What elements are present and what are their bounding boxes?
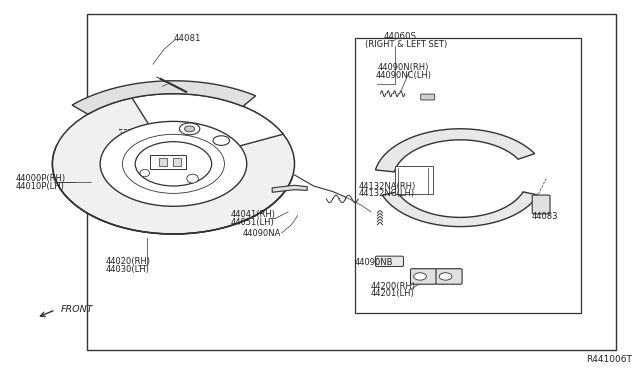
Circle shape bbox=[184, 126, 195, 132]
Circle shape bbox=[135, 142, 212, 186]
Polygon shape bbox=[72, 81, 255, 114]
Bar bbox=[88, 14, 616, 350]
Text: 44090N(RH): 44090N(RH) bbox=[378, 63, 429, 72]
Circle shape bbox=[439, 273, 452, 280]
Bar bbox=[159, 158, 167, 166]
FancyBboxPatch shape bbox=[420, 94, 435, 100]
FancyBboxPatch shape bbox=[410, 269, 436, 284]
Text: R441006T: R441006T bbox=[586, 355, 632, 364]
FancyBboxPatch shape bbox=[532, 195, 550, 214]
Bar bbox=[395, 166, 433, 194]
Polygon shape bbox=[382, 192, 538, 227]
Text: 44041(RH): 44041(RH) bbox=[231, 210, 276, 219]
Ellipse shape bbox=[140, 169, 150, 177]
FancyBboxPatch shape bbox=[436, 269, 462, 284]
Circle shape bbox=[100, 121, 246, 206]
Text: 44090NC(LH): 44090NC(LH) bbox=[376, 71, 431, 80]
Text: 44030(LH): 44030(LH) bbox=[105, 264, 149, 273]
Polygon shape bbox=[376, 129, 534, 172]
Text: 44201(LH): 44201(LH) bbox=[371, 289, 415, 298]
Text: FRONT: FRONT bbox=[61, 305, 93, 314]
Bar bbox=[173, 158, 181, 166]
Text: 44051(LH): 44051(LH) bbox=[231, 218, 275, 227]
Text: 44081: 44081 bbox=[173, 34, 201, 43]
Text: 44090NA: 44090NA bbox=[243, 229, 280, 238]
Bar bbox=[150, 155, 186, 169]
Text: 44132NA(RH): 44132NA(RH) bbox=[358, 182, 415, 190]
Circle shape bbox=[213, 136, 230, 145]
Text: 44200(RH): 44200(RH) bbox=[371, 282, 416, 291]
Polygon shape bbox=[272, 185, 307, 192]
Ellipse shape bbox=[187, 174, 198, 183]
Text: 44132NC(LH): 44132NC(LH) bbox=[358, 189, 414, 198]
Text: (RIGHT & LEFT SET): (RIGHT & LEFT SET) bbox=[365, 40, 447, 49]
Circle shape bbox=[413, 273, 426, 280]
FancyBboxPatch shape bbox=[376, 256, 403, 266]
Text: 44020(RH): 44020(RH) bbox=[105, 257, 150, 266]
Text: 44060S: 44060S bbox=[384, 32, 417, 41]
Text: 44083: 44083 bbox=[532, 212, 558, 221]
Circle shape bbox=[179, 123, 200, 135]
Text: 44000P(RH): 44000P(RH) bbox=[15, 174, 65, 183]
Bar bbox=[355, 38, 581, 313]
Text: 44090NB: 44090NB bbox=[355, 258, 394, 267]
Text: 44010P(LH): 44010P(LH) bbox=[15, 182, 64, 191]
Polygon shape bbox=[132, 94, 283, 147]
Circle shape bbox=[52, 94, 294, 234]
